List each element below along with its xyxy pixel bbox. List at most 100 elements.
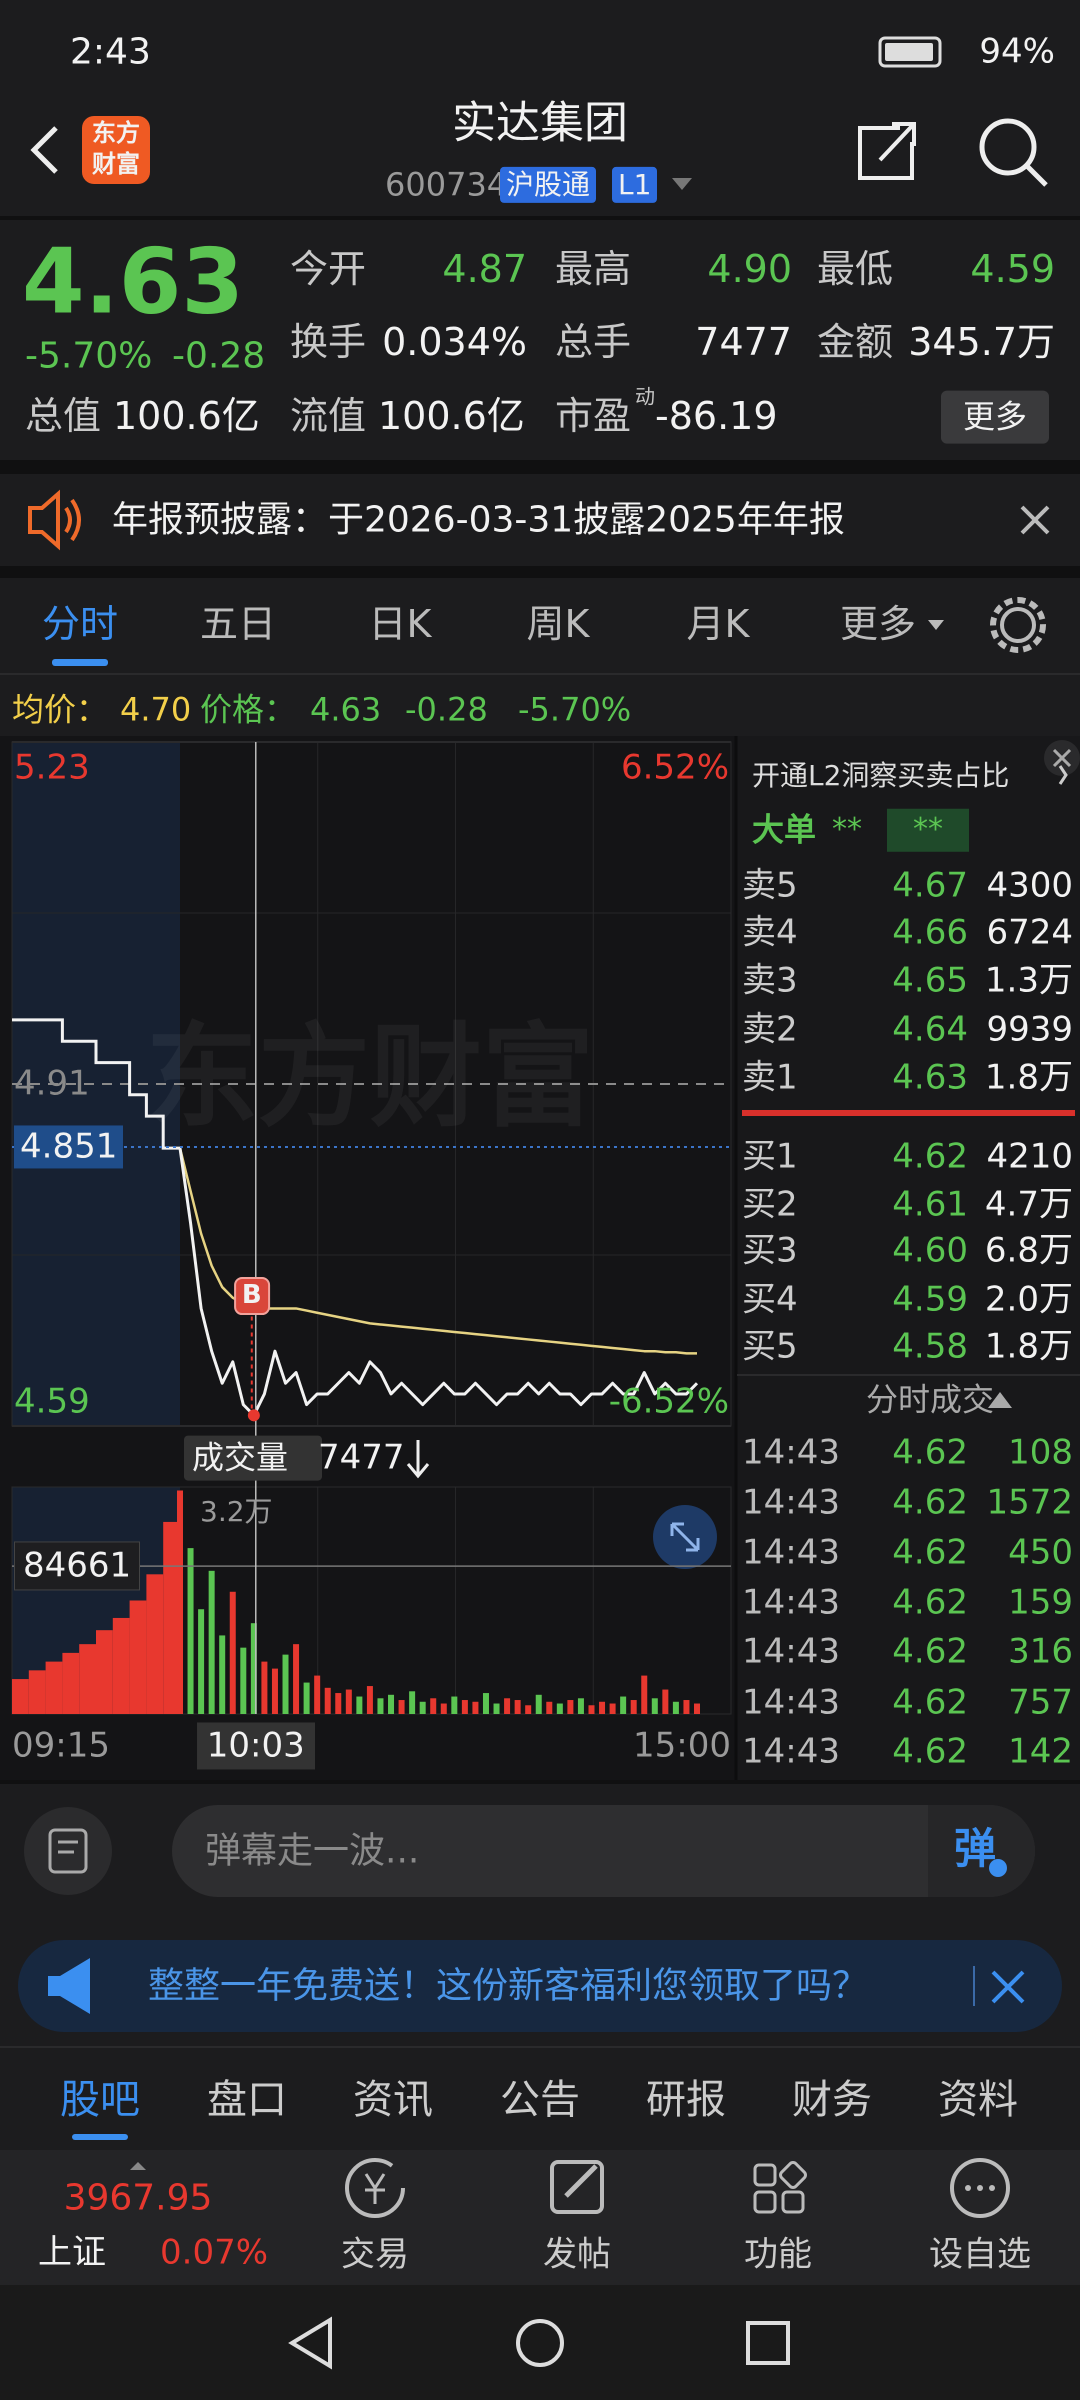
book-volume: 1.8万 [984,1057,1073,1098]
book-price: 4.64 [892,1009,968,1050]
volume-bar [219,1635,226,1714]
volume-bar [324,1687,331,1714]
settings-teeth [990,597,1046,653]
volume-bar [662,1689,669,1714]
index-change[interactable]: 0.07% [160,2232,269,2273]
bottom-tab[interactable]: 资料 [938,2077,1018,2123]
trade-icon[interactable] [345,2158,405,2218]
watchlist-icon[interactable] [950,2158,1010,2218]
volume-bar [314,1675,321,1714]
volume-bar [282,1654,289,1714]
banner-bg[interactable] [18,1940,1062,2032]
x-tick-label: 09:15 [12,1725,110,1766]
bottom-tab[interactable]: 资讯 [353,2077,433,2123]
price-value: 4.63 [310,690,382,729]
y-tick-label: 4.91 [14,1063,90,1104]
tab[interactable]: 周K [526,602,590,647]
danmaku-button[interactable]: 弹 [953,1823,997,1873]
index-name[interactable]: 上证 [38,2232,106,2273]
dropdown-icon[interactable] [672,178,692,190]
volume-bar [229,1591,236,1714]
field-value: 0.034% [382,320,527,365]
bottom-tab[interactable]: 公告 [500,2077,580,2123]
tab[interactable]: 更多 [839,602,917,647]
book-volume: 2.0万 [984,1279,1073,1320]
post-icon[interactable] [550,2160,604,2214]
function-icon[interactable] [753,2163,777,2187]
tab[interactable]: 五日 [199,602,277,647]
nav-item[interactable]: 交易 [341,2234,409,2275]
book-price: 4.58 [892,1326,968,1367]
system-recents[interactable] [746,2321,790,2365]
field-sup: 动 [635,384,655,409]
bottom-tab[interactable]: 盘口 [207,2077,287,2123]
tab-indicator [52,659,108,666]
volume-bar [620,1696,627,1714]
danmaku-badge [989,1859,1007,1877]
separator [0,216,1080,220]
change: -0.28 [172,335,266,377]
crosshair-time: 10:03 [196,1722,315,1770]
x-tick-label: 15:00 [633,1725,731,1766]
watchlist-dot [977,2185,983,2191]
tab[interactable]: 日K [368,602,432,647]
field-value: 100.6亿 [378,394,525,439]
index-value[interactable]: 3967.95 [63,2177,213,2219]
back-button[interactable] [30,126,58,174]
trade-price: 4.62 [892,1432,968,1473]
book-label: 卖2 [742,1009,798,1050]
book-volume: 1.8万 [984,1326,1073,1367]
search-button[interactable] [979,118,1037,176]
danmaku-placeholder[interactable]: 弹幕走一波... [205,1830,420,1872]
tag: 沪股通 [500,166,597,204]
tab[interactable]: 分时 [41,602,119,647]
trade-volume: 450 [1008,1532,1073,1573]
danmaku-input[interactable] [172,1805,1035,1897]
volume-bar [345,1689,352,1714]
volume-bar [588,1705,595,1714]
volume-ref-label: 84661 [14,1541,141,1591]
danmaku-button-bg[interactable] [928,1805,1035,1897]
chevron-icon [1058,765,1068,785]
trade-icon-mark [364,2173,386,2204]
bottom-nav-bg [0,2150,1080,2285]
close-banner[interactable] [991,1970,1025,2004]
field-label: 换手 [290,320,367,365]
bottom-tab[interactable]: 股吧 [60,2077,140,2123]
order-book-bg [737,736,1080,1780]
watermark: 东方财富 [146,1012,594,1143]
avg-label: 均价： [12,690,109,729]
book-price: 4.66 [892,912,968,953]
trade-time: 14:43 [742,1482,840,1523]
tab[interactable]: 月K [686,602,750,647]
nav-item[interactable]: 功能 [744,2234,812,2275]
trade-volume: 757 [1008,1682,1073,1723]
tab-dropdown[interactable] [928,620,944,630]
expand-icon [670,1522,700,1552]
pct-tick-label: -6.52% [608,1381,729,1422]
volume-bar [198,1609,205,1714]
more-button[interactable]: 更多 [940,390,1050,444]
big-order-value: ** [832,811,862,847]
volume-bar [303,1682,310,1714]
nav-item[interactable]: 设自选 [929,2234,1031,2275]
system-home[interactable] [516,2319,564,2367]
trade-time: 14:43 [742,1532,840,1573]
bottom-tab[interactable]: 研报 [646,2077,726,2123]
system-back[interactable] [288,2316,332,2370]
volume-label[interactable]: 成交量 [184,1435,323,1481]
volume-bar [599,1701,606,1714]
l2-promo[interactable]: 开通L2洞察买卖占比 [752,758,1010,792]
settings-button[interactable] [1000,607,1036,643]
close-notice[interactable] [1020,505,1050,535]
trade-volume: 316 [1008,1631,1073,1672]
change-pct-value: -5.70% [518,690,632,729]
nav-item[interactable]: 发帖 [543,2234,611,2275]
bottom-tab[interactable]: 财务 [792,2077,872,2123]
trade-price: 4.62 [892,1532,968,1573]
avg-price-line [178,1147,697,1355]
sort-icon [988,1392,1012,1408]
banner-text[interactable]: 整整一年免费送！这份新客福利您领取了吗？ [148,1965,869,2007]
share-button[interactable] [858,122,916,180]
